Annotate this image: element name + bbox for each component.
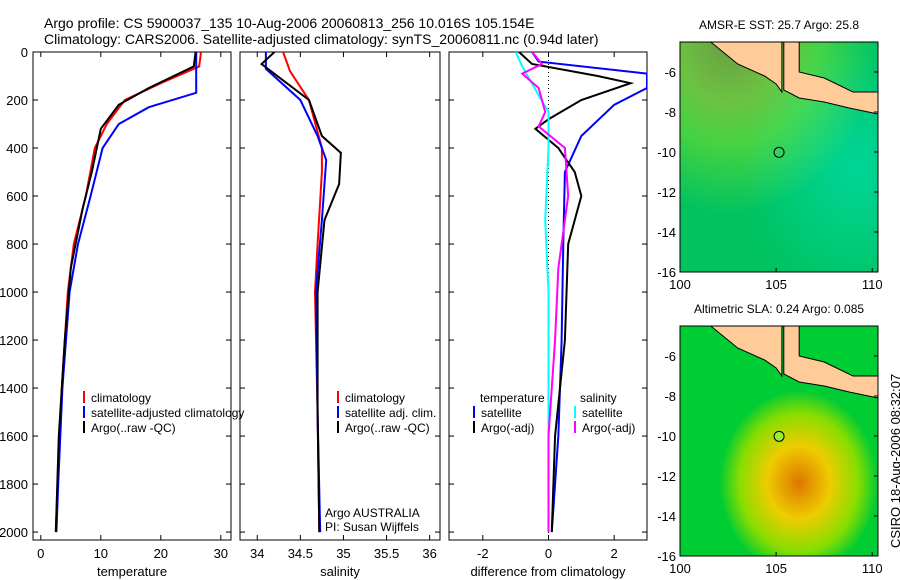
legend-title-salinity: salinity	[580, 391, 617, 405]
y-tick-label: 1400	[0, 381, 28, 396]
legend-salinity-item: Argo(..raw -QC)	[337, 421, 430, 435]
x-tick-label: 110	[862, 277, 883, 292]
y-tick-label: -6	[664, 349, 676, 364]
x-axis-label: temperature	[97, 564, 167, 579]
series-line-temperature-satellite	[531, 52, 647, 533]
y-tick-label: -16	[657, 549, 676, 564]
y-tick-label: 1800	[0, 477, 28, 492]
y-tick-label: -14	[657, 225, 676, 240]
x-tick-label: 34	[250, 546, 264, 561]
x-tick-label: 36	[422, 546, 436, 561]
y-tick-label: -8	[664, 389, 676, 404]
x-tick-label: 0	[545, 546, 552, 561]
y-tick-label: -6	[664, 65, 676, 80]
y-tick-label: 600	[6, 189, 28, 204]
legend-label: Argo(-adj)	[481, 421, 534, 435]
series-line-satellite-adjusted-climatology	[55, 52, 198, 533]
profile-panel-1: 0 10 20 30 0 200 400 600 800 1000 1200 1400 1600 1800…	[0, 45, 232, 579]
x-tick-label: 35	[336, 546, 350, 561]
y-tick-label: 0	[21, 45, 28, 60]
y-tick-label: 1600	[0, 429, 28, 444]
figure-title-line1: Argo profile: CS 5900037_135 10-Aug-2006…	[44, 15, 535, 31]
argo-float-marker	[773, 146, 785, 158]
legend-title-temperature: temperature	[480, 391, 545, 405]
legend-label: satellite	[481, 406, 522, 420]
y-tick-label: -8	[664, 105, 676, 120]
map-frame	[679, 325, 879, 557]
series-line-climatology	[54, 52, 202, 533]
legend-salinity-item: climatology	[337, 391, 405, 405]
y-tick-label: -12	[657, 185, 676, 200]
axes-frame	[32, 51, 232, 541]
legend-label: satellite adj. clim.	[345, 406, 436, 420]
y-tick-label: 1000	[0, 285, 28, 300]
y-tick-label: 1200	[0, 333, 28, 348]
profile-panel-2: 34 34.5 35 35.5 36 salinity	[239, 51, 441, 579]
y-tick-label: 800	[6, 237, 28, 252]
map-title: Altimetric SLA: 0.24 Argo: 0.085	[694, 302, 864, 316]
legend-label: Argo(-adj)	[582, 421, 635, 435]
series-line-salinity-satellite	[514, 52, 550, 533]
legend-diff-sal-satellite: satellite	[574, 406, 623, 420]
x-axis-label: difference from climatology	[470, 564, 626, 579]
legend-label: satellite	[582, 406, 623, 420]
y-tick-label: -14	[657, 509, 676, 524]
x-tick-label: 30	[214, 546, 228, 561]
x-tick-label: -2	[477, 546, 489, 561]
legend-label: Argo(..raw -QC)	[91, 421, 176, 435]
x-tick-label: 34.5	[288, 546, 313, 561]
y-tick-label: -10	[657, 429, 676, 444]
x-tick-label: 35.5	[374, 546, 399, 561]
series-line-argo-raw-qc-	[54, 52, 197, 533]
legend-temperature-item: Argo(..raw -QC)	[83, 421, 176, 435]
legend-diff-sal-argo: Argo(-adj)	[574, 421, 635, 435]
legend-temperature-item: satellite-adjusted climatology	[83, 406, 244, 420]
map-frame	[679, 41, 879, 273]
profile-panel-3: -2 0 2 difference from climatology	[448, 51, 648, 579]
legend-label: climatology	[345, 391, 405, 405]
series-line-argo-raw-qc-	[259, 52, 342, 533]
x-tick-label: 0	[37, 546, 44, 561]
legend-diff-temp-satellite: satellite	[473, 406, 522, 420]
y-tick-label: 200	[6, 93, 28, 108]
figure-title-line2: Climatology: CARS2006. Satellite-adjuste…	[44, 31, 599, 47]
x-tick-label: 110	[862, 561, 883, 576]
y-tick-label: -12	[657, 469, 676, 484]
y-tick-label: -16	[657, 265, 676, 280]
axes-frame	[239, 51, 441, 541]
series-line-salinity-argo-adj-	[520, 52, 570, 533]
y-tick-label: -10	[657, 145, 676, 160]
map-title: AMSR-E SST: 25.7 Argo: 25.8	[699, 18, 859, 32]
x-axis-label: salinity	[320, 564, 360, 579]
x-tick-label: 10	[94, 546, 108, 561]
map-panel-2: Altimetric SLA: 0.24 Argo: 0.085 100 105 11…	[657, 302, 882, 576]
legend-diff-temp-argo: Argo(-adj)	[473, 421, 534, 435]
map-panel-1: AMSR-E SST: 25.7 Argo: 25.8 100 105 110 -6 -8…	[657, 18, 882, 292]
series-line-temperature-argo-adj-	[518, 52, 635, 533]
y-tick-label: 400	[6, 141, 28, 156]
x-tick-label: 100	[669, 561, 691, 576]
legend-label: satellite-adjusted climatology	[91, 406, 244, 420]
annotation-argo-australia: Argo AUSTRALIA	[325, 506, 420, 520]
side-stamp: CSIRO 18-Aug-2006 08:32:07	[888, 373, 900, 548]
legend-label: Argo(..raw -QC)	[345, 421, 430, 435]
x-tick-label: 105	[765, 561, 787, 576]
x-tick-label: 2	[611, 546, 618, 561]
x-tick-label: 20	[154, 546, 168, 561]
y-tick-label: 2000	[0, 525, 28, 540]
x-tick-label: 105	[765, 277, 787, 292]
annotation-pi: PI: Susan Wijffels	[325, 520, 419, 534]
legend-temperature-item: climatology	[83, 391, 151, 405]
argo-float-marker	[773, 430, 785, 442]
legend-salinity-item: satellite adj. clim.	[337, 406, 436, 420]
x-tick-label: 100	[669, 277, 691, 292]
legend-label: climatology	[91, 391, 151, 405]
